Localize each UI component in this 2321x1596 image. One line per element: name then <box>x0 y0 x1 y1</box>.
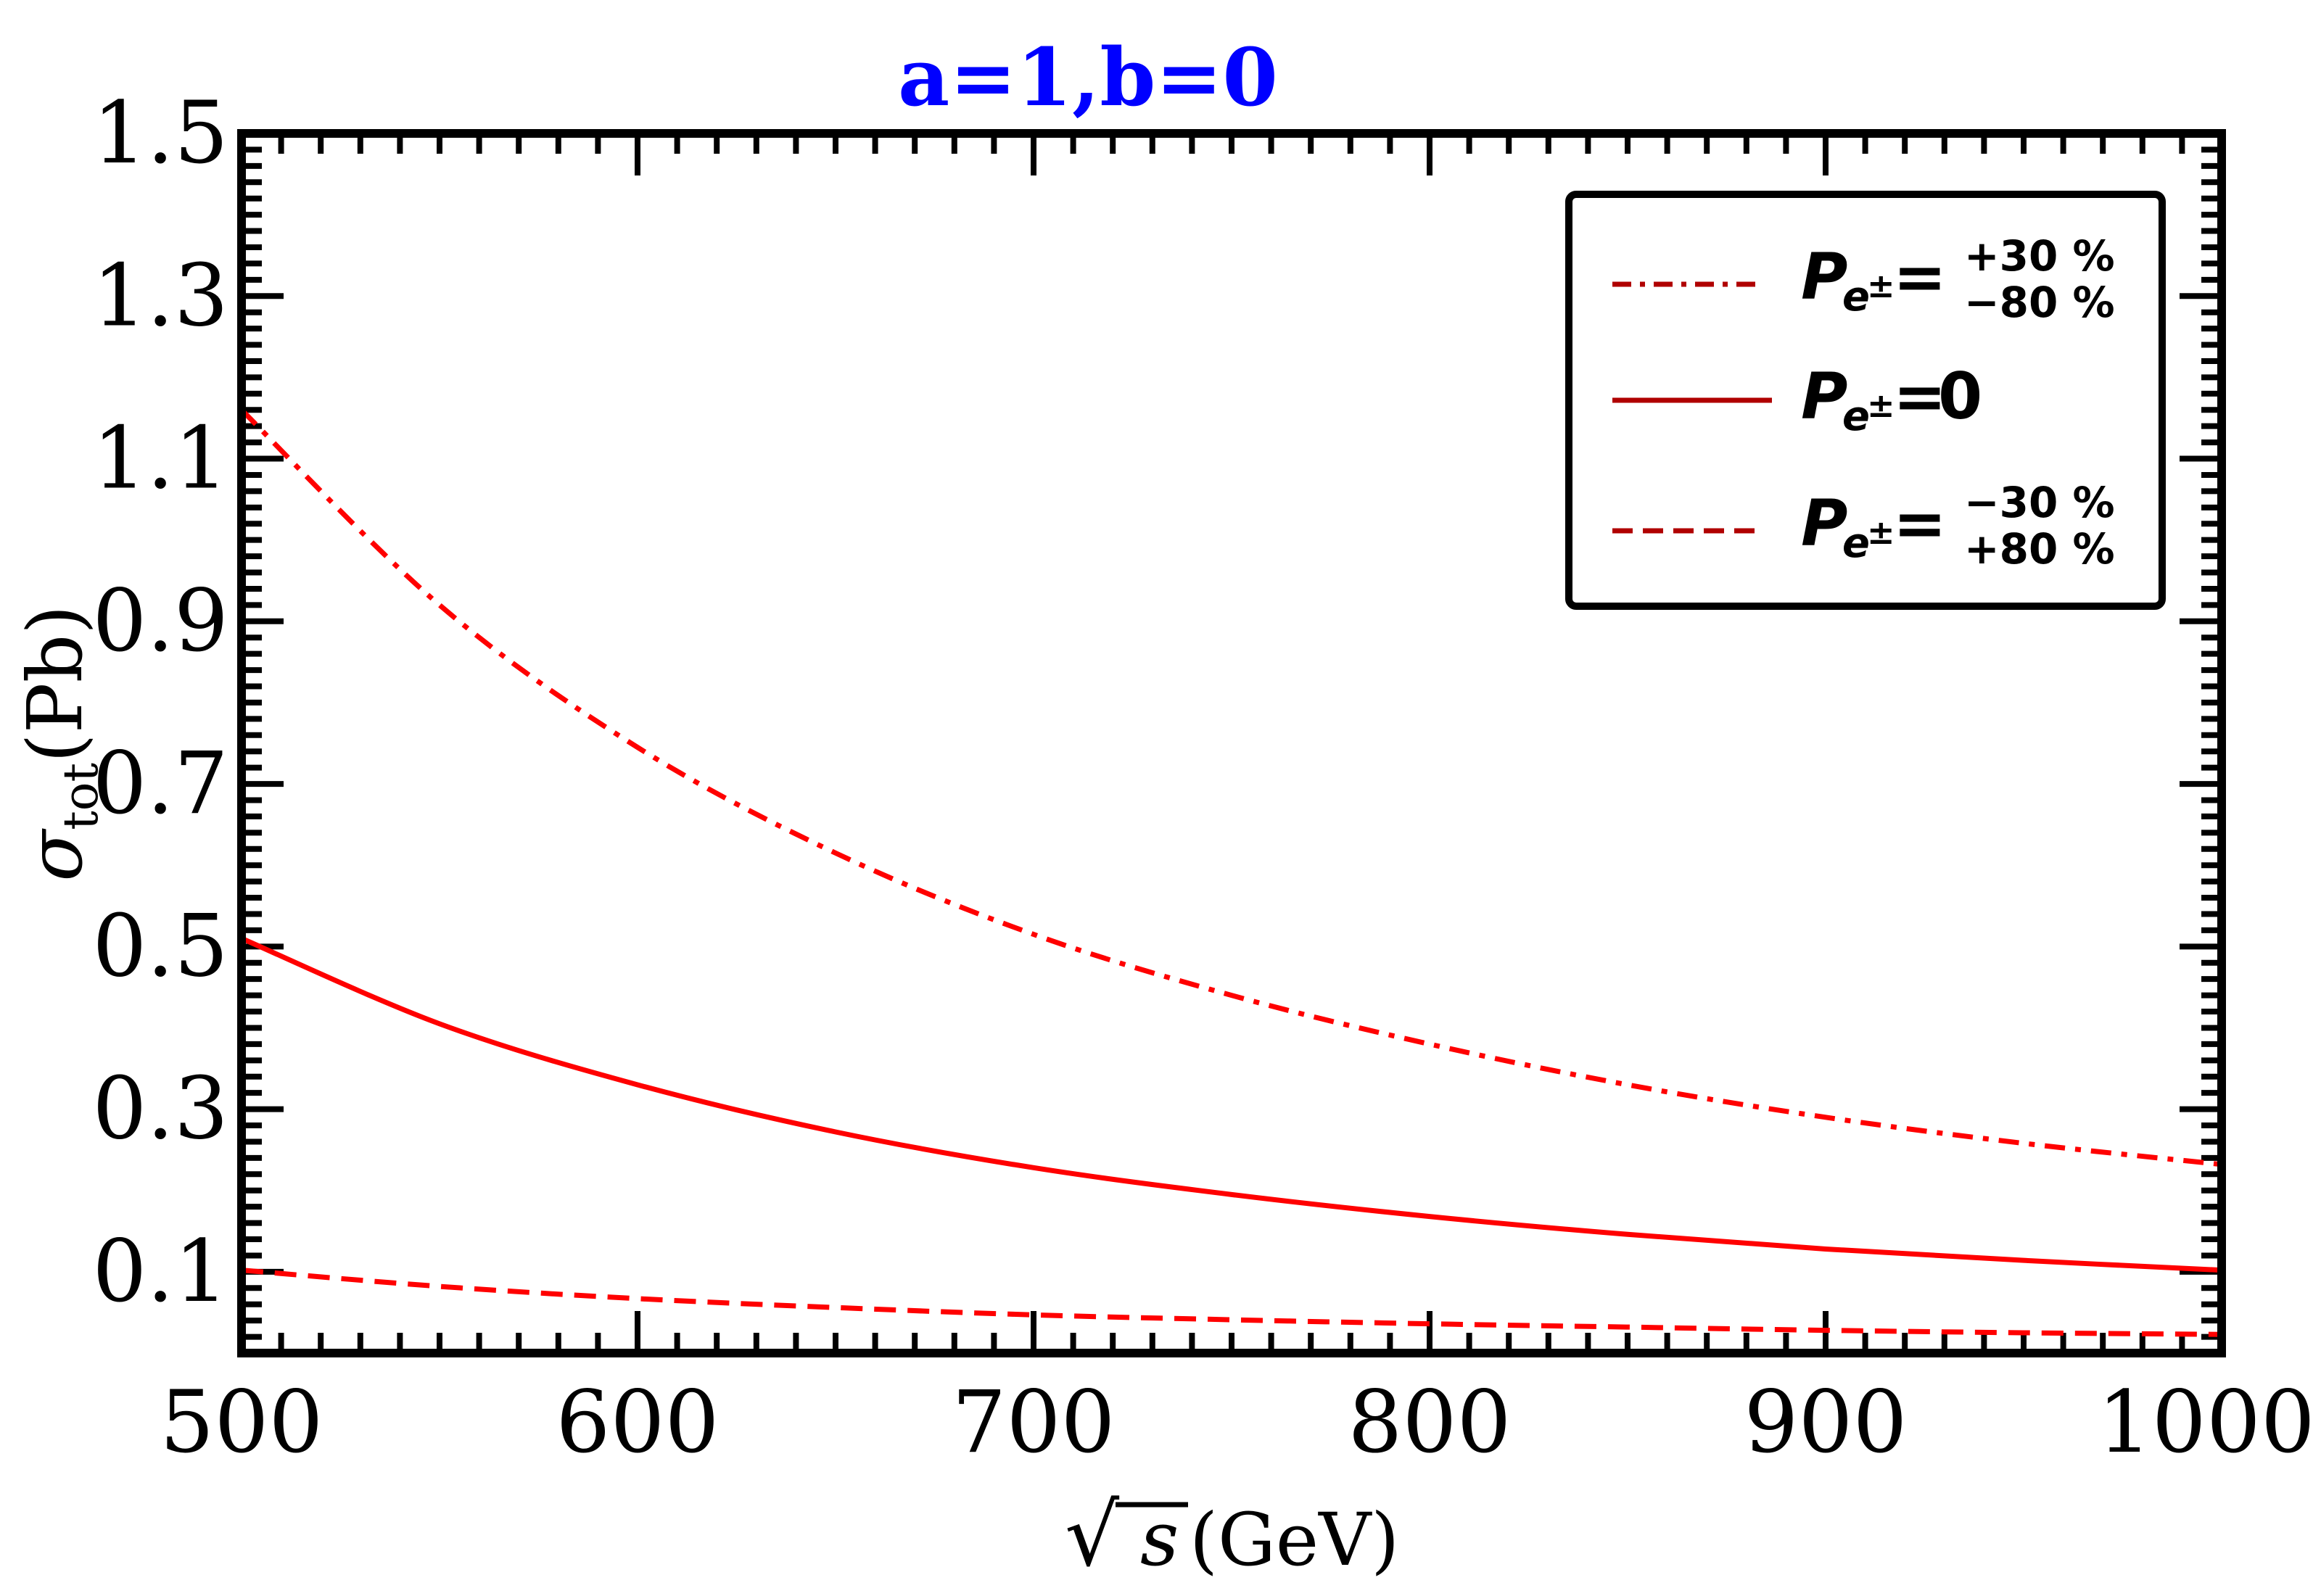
y-tick-labels: 0.1 0.3 0.5 0.7 0.9 1.1 1.3 1.5 <box>92 83 228 1321</box>
x-tick-labels: 500 600 700 800 900 1000 <box>160 1372 2315 1472</box>
chart-title: a=1,b=0 <box>898 30 1278 124</box>
y-tick-label: 1.1 <box>92 408 228 508</box>
legend-label-1-low: −80 % <box>1964 278 2115 327</box>
legend-label-3-eq: = <box>1893 486 1947 561</box>
legend-label-1-sub: e <box>1842 273 1870 321</box>
x-tick-label: 700 <box>952 1372 1115 1472</box>
legend-label-3-subsup: ± <box>1867 513 1895 552</box>
y-axis-label-sub: tot <box>53 763 109 830</box>
y-tick-label: 1.5 <box>92 83 228 183</box>
y-tick-label: 0.9 <box>92 571 228 671</box>
legend: P e ± = +30 % −80 % P e ± = 0 <box>1565 191 2166 610</box>
series-line-dashed <box>241 1268 2222 1337</box>
legend-label-3: P <box>1801 486 1848 561</box>
svg-text:σtot(Pb): σtot(Pb) <box>11 605 109 881</box>
legend-label-1-sup: +30 % <box>1964 231 2115 281</box>
x-tick-label: 800 <box>1348 1372 1511 1472</box>
series-layer <box>239 408 2222 1337</box>
legend-label-2-subsup: ± <box>1867 386 1895 425</box>
legend-label-2: P <box>1801 359 1848 434</box>
legend-box <box>1565 191 2166 610</box>
x-axis-label: √ s (GeV) <box>1065 1485 1399 1585</box>
legend-label-3-sub: e <box>1842 520 1870 567</box>
plot-frame <box>237 129 2226 1357</box>
y-tick-label: 1.3 <box>92 245 228 345</box>
x-tick-label: 900 <box>1744 1372 1907 1472</box>
y-axis-label: σtot(Pb) <box>11 605 109 881</box>
x-axis-label-unit: (GeV) <box>1190 1497 1399 1582</box>
legend-label-2-value: 0 <box>1938 359 1982 434</box>
legend-label-3-low: +80 % <box>1964 524 2115 574</box>
x-axis-label-var: s <box>1140 1494 1179 1583</box>
x-tick-label: 1000 <box>2098 1372 2315 1472</box>
x-tick-label: 500 <box>160 1372 323 1472</box>
y-tick-label: 0.5 <box>92 896 228 996</box>
y-tick-label: 0.7 <box>92 733 228 833</box>
legend-label-1-subsup: ± <box>1867 266 1895 305</box>
legend-label-3-sup: −30 % <box>1964 478 2115 527</box>
y-tick-label: 0.3 <box>92 1059 228 1159</box>
x-tick-label: 600 <box>556 1372 719 1472</box>
series-line-dashdot <box>239 408 2222 1167</box>
legend-label-1-eq: = <box>1893 239 1947 314</box>
legend-label-2-eq: = <box>1893 359 1947 434</box>
legend-label-2-sub: e <box>1842 393 1870 440</box>
y-tick-label: 0.1 <box>92 1221 228 1321</box>
legend-label-1: P <box>1801 239 1848 314</box>
y-axis-label-sym: σ <box>11 828 99 882</box>
y-axis-label-unit: (Pb) <box>11 605 99 763</box>
series-line-solid <box>240 935 2222 1273</box>
x-axis-label-sqrt: √ <box>1065 1485 1120 1585</box>
